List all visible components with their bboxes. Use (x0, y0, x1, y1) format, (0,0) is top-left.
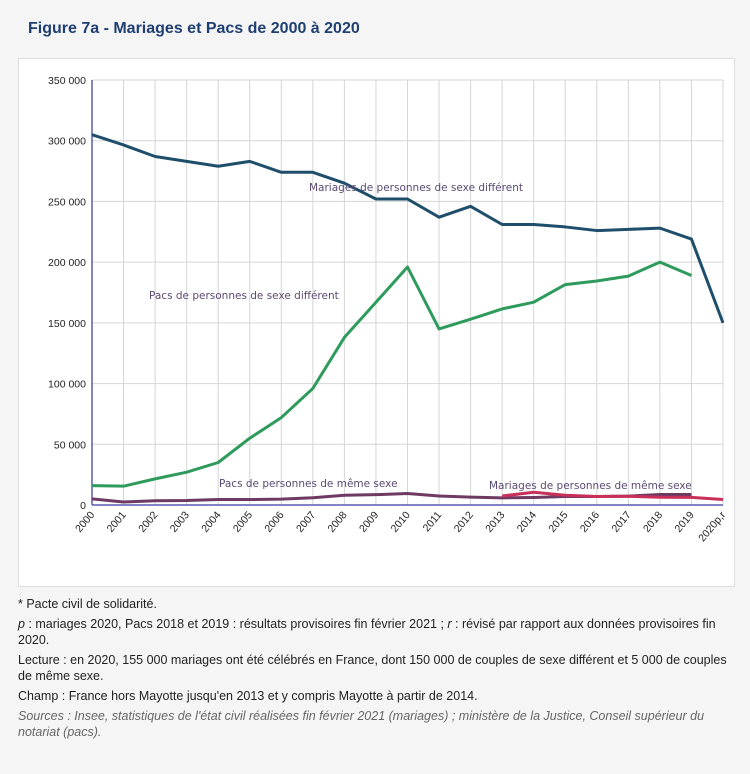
series-label: Mariages de personnes de même sexe (489, 480, 692, 492)
x-tick-label: 2019 (673, 509, 697, 535)
line-chart: 0 50 000 100 000 150 000 200 000 250 000 300 0… (48, 75, 729, 544)
note-p: p (18, 617, 25, 631)
x-tick-label: 2011 (421, 509, 445, 534)
x-tick-label: 2002 (136, 509, 160, 535)
x-tick-label: 2018 (641, 509, 665, 535)
x-tick-label: 2009 (357, 509, 381, 535)
x-tick-label: 2015 (546, 509, 570, 535)
series-label: Pacs de personnes de sexe différent (149, 290, 339, 302)
note-r-text: : révisé par rapport aux données proviso… (18, 617, 716, 647)
y-tick-label: 0 (80, 500, 86, 512)
y-tick-label: 100 000 (48, 379, 86, 391)
figure-title: Figure 7a - Mariages et Pacs de 2000 à 2… (28, 20, 360, 37)
x-tick-label: 2016 (578, 509, 602, 535)
series-0 (91, 133, 725, 324)
series-1 (91, 260, 693, 488)
series-line (501, 490, 724, 502)
note-p-text: : mariages 2020, Pacs 2018 et 2019 : rés… (24, 617, 448, 631)
y-tick-label: 350 000 (48, 75, 86, 87)
x-tick-label: 2003 (168, 509, 192, 535)
note-provisional: p : mariages 2020, Pacs 2018 et 2019 : r… (18, 616, 728, 648)
x-tick-label: 2017 (609, 509, 633, 535)
x-tick-label: 2013 (483, 509, 507, 535)
note-lecture: Lecture : en 2020, 155 000 mariages ont … (18, 653, 727, 683)
x-tick-label: 2012 (452, 509, 476, 535)
x-tick-label: 2005 (231, 509, 255, 535)
y-tick-label: 250 000 (48, 196, 86, 208)
series-label: Pacs de personnes de même sexe (219, 478, 398, 490)
x-tick-label: 2008 (325, 509, 349, 535)
note-champ: Champ : France hors Mayotte jusqu'en 201… (18, 689, 478, 703)
x-tick-label: 2004 (199, 509, 223, 535)
x-tick-label: 2000 (73, 509, 97, 535)
x-tick-label: 2006 (262, 509, 286, 535)
footnotes: * Pacte civil de solidarité. p : mariage… (18, 596, 728, 744)
series-3 (501, 490, 724, 502)
y-tick-label: 150 000 (48, 318, 86, 330)
x-tick-label: 2007 (294, 509, 318, 535)
x-tick-label: 2014 (515, 509, 539, 535)
y-tick-label: 200 000 (48, 257, 86, 269)
series-line (91, 260, 693, 488)
y-tick-label: 300 000 (48, 136, 86, 148)
note-pacs: * Pacte civil de solidarité. (18, 597, 157, 611)
x-tick-label: 2020p,r (696, 509, 728, 544)
series-label: Mariages de personnes de sexe différent (309, 182, 523, 194)
note-r: r (447, 617, 452, 631)
note-sources: Sources : Insee, statistiques de l'état … (18, 709, 705, 739)
x-tick-label: 2010 (389, 509, 413, 535)
y-tick-label: 50 000 (54, 439, 86, 451)
x-tick-label: 2001 (105, 509, 129, 535)
chart-panel: 0 50 000 100 000 150 000 200 000 250 000 300 0… (18, 58, 735, 587)
